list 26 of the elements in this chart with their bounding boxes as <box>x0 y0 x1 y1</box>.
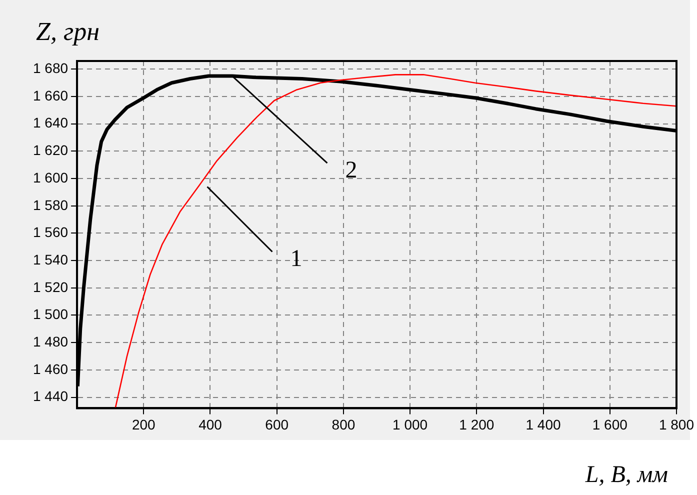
y-tick-label: 1 620 <box>32 142 68 158</box>
x-tick-label: 1 800 <box>658 416 694 432</box>
x-tick-label: 200 <box>132 416 156 432</box>
y-axis-title: Z, грн <box>36 17 100 46</box>
x-tick-label: 1 600 <box>592 416 628 432</box>
y-tick-label: 1 540 <box>32 251 68 268</box>
y-tick-label: 1 640 <box>32 114 68 131</box>
y-tick-label: 1 520 <box>32 278 68 295</box>
y-tick-label: 1 560 <box>32 224 68 240</box>
annotation: 2 <box>345 157 358 184</box>
y-tick-label: 1 460 <box>32 360 68 377</box>
y-tick-label: 1 600 <box>32 169 68 186</box>
y-tick-label: 1 500 <box>32 306 68 322</box>
x-tick-label: 400 <box>198 416 222 432</box>
x-tick-label: 1 200 <box>459 416 494 432</box>
x-tick-label: 600 <box>265 416 289 432</box>
x-tick-label: 1 400 <box>526 416 561 432</box>
y-tick-label: 1 680 <box>32 60 68 76</box>
y-tick-label: 1 440 <box>32 388 68 404</box>
y-tick-label: 1 480 <box>32 333 68 350</box>
y-tick-label: 1 660 <box>32 87 68 104</box>
x-tick-label: 1 000 <box>392 416 428 432</box>
y-tick-label: 1 580 <box>32 196 68 213</box>
x-tick-label: 800 <box>332 416 356 432</box>
x-axis-title: L, B, мм <box>584 462 668 488</box>
annotation: 1 <box>290 246 302 272</box>
